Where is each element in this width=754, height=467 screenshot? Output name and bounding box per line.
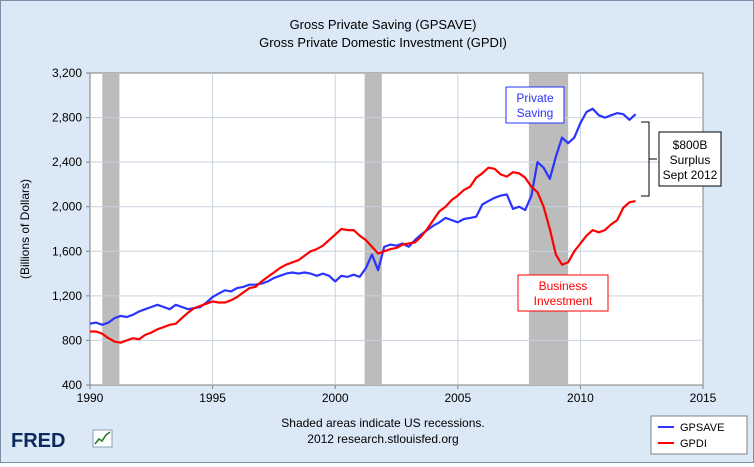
y-tick-label-6: 2,800 [52, 111, 82, 125]
x-tick-label-1: 1995 [199, 391, 226, 405]
legend: GPSAVE GPDI [650, 415, 748, 455]
annotation-private-saving-line2: Saving [517, 106, 554, 120]
series-line-gpsave [89, 107, 637, 326]
chart-subtitle: Gross Private Domestic Investment (GPDI) [259, 35, 507, 50]
fred-logo-chart-icon [92, 429, 113, 448]
legend-label-gpdi: GPDI [680, 438, 707, 450]
annotation-business-investment-line1: Business [539, 279, 588, 293]
footnote-line2: 2012 research.stlouisfed.org [307, 432, 458, 446]
y-tick-label-5: 2,400 [52, 155, 82, 169]
annotation-private-saving-line1: Private [516, 91, 554, 105]
legend-item-gpdi: GPDI [658, 438, 707, 450]
fred-logo: FRED [11, 429, 113, 452]
recession-band-2 [364, 73, 382, 385]
x-tick-label-3: 2005 [444, 391, 471, 405]
recession-band-3 [528, 73, 569, 385]
x-tick-label-4: 2010 [567, 391, 594, 405]
y-tick-label-3: 1,600 [52, 244, 82, 258]
annotation-private-saving: Private Saving [505, 86, 565, 124]
surplus-bracket [641, 121, 657, 197]
x-tick-label-5: 2015 [690, 391, 717, 405]
annotation-surplus: $800B Surplus Sept 2012 [658, 131, 722, 187]
annotation-business-investment-line2: Investment [534, 294, 593, 308]
y-tick-label-4: 2,000 [52, 200, 82, 214]
legend-item-gpsave: GPSAVE [658, 422, 724, 434]
x-tick-label-0: 1990 [77, 391, 104, 405]
y-tick-label-1: 800 [62, 333, 82, 347]
y-tick-label-0: 400 [62, 378, 82, 392]
plot-area [89, 72, 704, 386]
fred-logo-text: FRED [11, 430, 65, 452]
annotation-surplus-line3: Sept 2012 [663, 168, 718, 182]
annotation-business-investment: Business Investment [517, 274, 609, 312]
annotation-surplus-line2: Surplus [670, 153, 711, 167]
x-tick-label-2: 2000 [322, 391, 349, 405]
series-line-gpdi [90, 166, 636, 344]
y-axis-label: (Billions of Dollars) [18, 179, 32, 279]
annotation-surplus-line1: $800B [673, 138, 708, 152]
legend-label-gpsave: GPSAVE [680, 422, 724, 434]
chart-title: Gross Private Saving (GPSAVE) [290, 17, 477, 32]
y-tick-label-7: 3,200 [52, 66, 82, 80]
recession-band-1 [102, 73, 120, 385]
footnote-line1: Shaded areas indicate US recessions. [281, 416, 484, 430]
y-tick-label-2: 1,200 [52, 289, 82, 303]
